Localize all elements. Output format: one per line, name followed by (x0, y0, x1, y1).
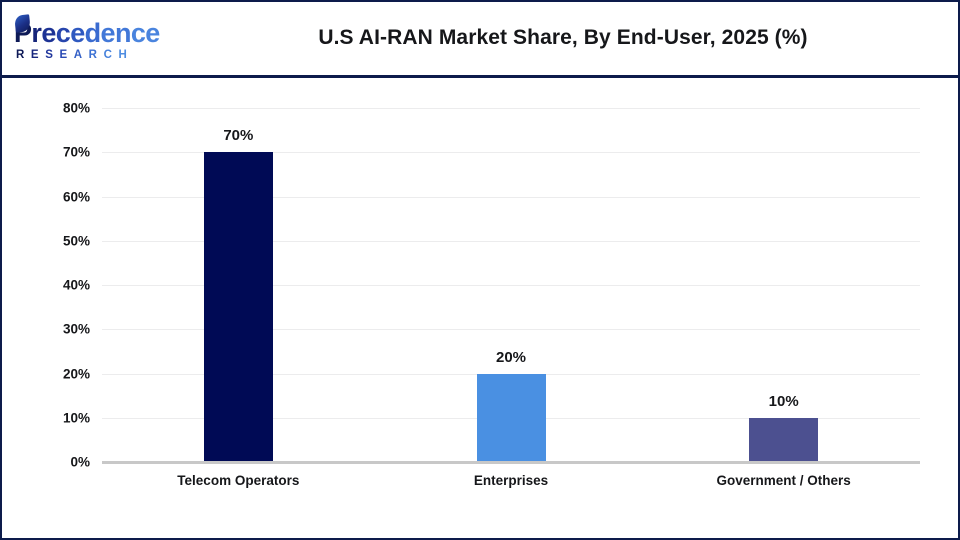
gridline (102, 285, 920, 286)
x-axis-category-label: Telecom Operators (177, 473, 300, 488)
bar-value-label: 20% (495, 348, 527, 366)
gridline (102, 240, 920, 242)
gridline (102, 329, 920, 331)
gridline (102, 108, 920, 109)
gridline (102, 152, 920, 154)
page-title: U.S AI-RAN Market Share, By End-User, 20… (318, 26, 808, 49)
y-axis-tick-label: 20% (62, 365, 90, 381)
x-axis-line (102, 461, 920, 464)
bar-value-label: 70% (223, 127, 254, 145)
y-axis: 0% 10% 20% 30% 40% 50% 60% 70% 80% (24, 101, 90, 468)
gridline (102, 196, 920, 198)
x-axis-category-label: Enterprises (473, 473, 549, 488)
y-axis-tick-label: 60% (62, 188, 90, 204)
y-axis-tick-label: 50% (62, 233, 90, 248)
y-axis-tick-label: 80% (62, 100, 90, 116)
x-axis-category-label: Government / Others (716, 473, 851, 488)
logo-subtitle: RESEARCH (16, 49, 134, 61)
y-axis-tick-label: 10% (62, 410, 90, 425)
plot-area: 0%10%20%30%40%50%60%70%80% 70%20%10% Sou… (2, 78, 958, 538)
y-axis-tick-label: 0% (70, 454, 90, 470)
bar-telecom-operators[interactable]: 70% (203, 128, 273, 462)
y-axis-tick-label: 30% (62, 321, 90, 337)
y-axis-tick-label: 40% (62, 277, 90, 293)
y-axis-tick-label: 70% (62, 144, 90, 160)
bar-government-others[interactable]: 10% (749, 394, 819, 462)
bar-value-label: 10% (768, 392, 799, 410)
plot-canvas: 70% 20% 10% (102, 108, 920, 462)
bar-enterprises[interactable]: 20% (476, 350, 546, 462)
